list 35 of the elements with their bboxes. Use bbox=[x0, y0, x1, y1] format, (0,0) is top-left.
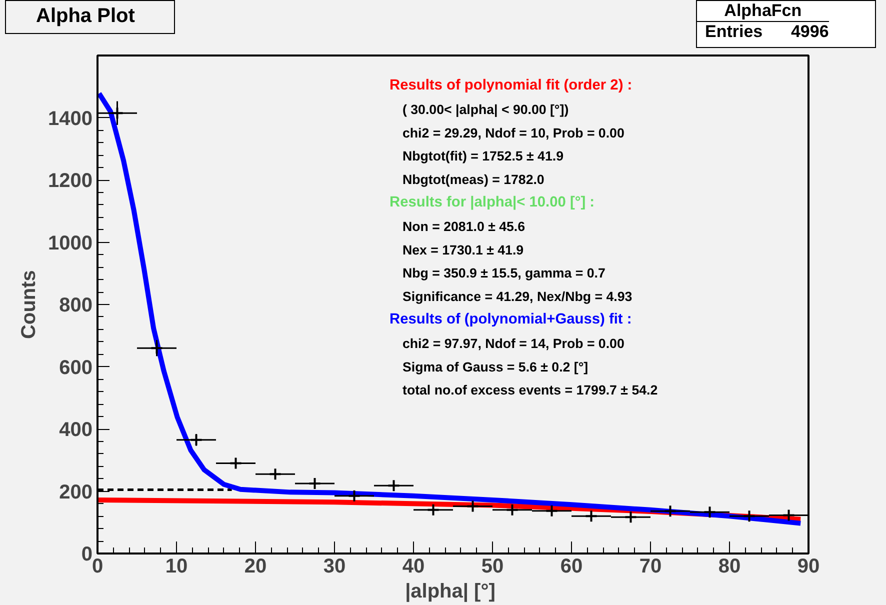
x-tick-label: 90 bbox=[797, 556, 820, 578]
y-tick-label: 200 bbox=[59, 481, 93, 504]
y-tick-label: 1400 bbox=[48, 108, 93, 130]
annotation: total no.of excess events = 1799.7 ± 54.2 bbox=[402, 382, 658, 398]
chart-title: Alpha Plot bbox=[36, 4, 135, 28]
text: AlphaFcn bbox=[697, 1, 829, 22]
x-tick-label: 50 bbox=[481, 556, 504, 578]
text: Entries 4996 bbox=[704, 22, 829, 43]
annotation: Nbgtot(fit) = 1752.5 ± 41.9 bbox=[402, 148, 564, 164]
y-tick-label: 400 bbox=[59, 419, 93, 441]
y-axis-title: Counts bbox=[18, 270, 40, 339]
annotation: Significance = 41.29, Nex/Nbg = 4.93 bbox=[402, 289, 632, 304]
annotation: Nex = 1730.1 ± 41.9 bbox=[402, 242, 524, 258]
x-tick-label: 10 bbox=[165, 556, 188, 578]
x-axis-title: |alpha| [°] bbox=[405, 580, 496, 602]
x-tick-label: 60 bbox=[560, 556, 583, 578]
x-tick-label: 80 bbox=[718, 556, 741, 578]
annotation: ( 30.00< |alpha| < 90.00 [°]) bbox=[402, 102, 569, 117]
y-tick-label: 600 bbox=[59, 356, 93, 379]
x-tick-label: 40 bbox=[402, 556, 425, 578]
annotation: Sigma of Gauss = 5.6 ± 0.2 [°] bbox=[402, 359, 588, 374]
annotation: Results of polynomial fit (order 2) : bbox=[390, 78, 632, 94]
x-tick-label: 70 bbox=[639, 556, 662, 578]
x-tick-label: 30 bbox=[323, 556, 346, 578]
y-tick-label: 1200 bbox=[48, 170, 93, 192]
annotation: chi2 = 29.29, Ndof = 10, Prob = 0.00 bbox=[402, 125, 624, 140]
y-tick-label: 800 bbox=[59, 294, 93, 316]
annotation: Nbgtot(meas) = 1782.0 bbox=[402, 172, 544, 188]
annotation: Results for |alpha|< 10.00 [°] : bbox=[390, 194, 595, 210]
annotation: Non = 2081.0 ± 45.6 bbox=[402, 218, 526, 234]
annotation: Results of (polynomial+Gauss) fit : bbox=[390, 312, 632, 328]
annotation: chi2 = 97.97, Ndof = 14, Prob = 0.00 bbox=[402, 336, 624, 351]
x-tick-label: 20 bbox=[244, 556, 267, 578]
annotation: Nbg = 350.9 ± 15.5, gamma = 0.7 bbox=[402, 266, 606, 281]
y-tick-label: 1000 bbox=[48, 232, 93, 254]
